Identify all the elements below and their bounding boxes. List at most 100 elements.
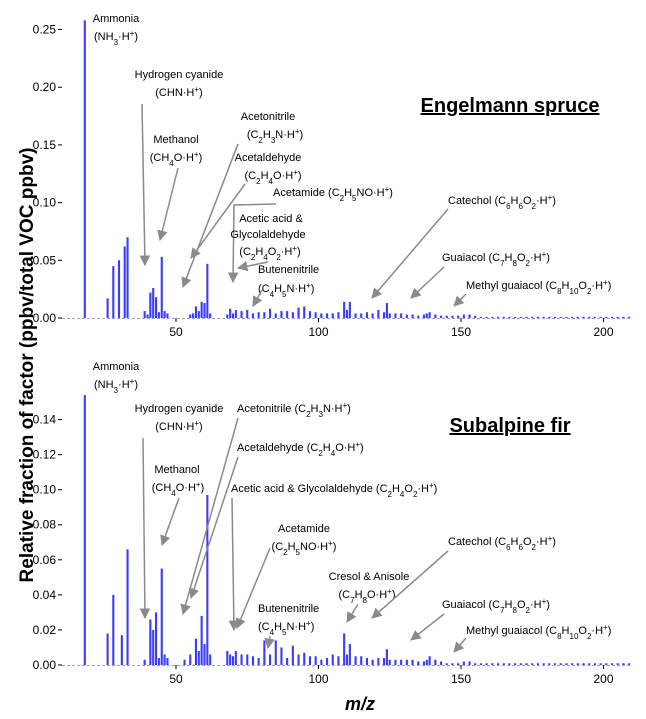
panel-title: Engelmann spruce [421, 95, 600, 117]
bar-mz-123 [383, 657, 386, 665]
annotation-line: (NH3·H+) [94, 29, 138, 47]
bar-mz-209 [628, 316, 631, 318]
annotation-line: Methanol [153, 134, 198, 146]
x-tick-label: 50 [169, 325, 183, 339]
annotation: Cresol & Anisole (C7H8O·H+) [329, 571, 410, 623]
bar-mz-117 [365, 657, 368, 665]
annotation-line: (C2H4O·H+) [245, 168, 302, 186]
annotation-arrow [264, 635, 275, 650]
bar-mz-123 [383, 312, 386, 318]
y-tick-label: 0.08 [33, 518, 57, 532]
bar-mz-119 [371, 313, 374, 318]
bar-mz-175 [531, 663, 534, 665]
bar-mz-105 [331, 313, 334, 318]
bar-mz-62 [209, 313, 212, 318]
bar-mz-46 [163, 654, 166, 665]
bar-mz-124 [385, 303, 388, 318]
bar-mz-179 [542, 316, 545, 318]
annotation: Guaiacol (C7H8O2·H+) [410, 250, 550, 299]
bar-mz-157 [479, 316, 482, 318]
bar-mz-62 [209, 654, 212, 665]
bar-mz-81 [263, 640, 266, 665]
bar-mz-18 [83, 20, 86, 319]
bar-mz-55 [189, 654, 192, 665]
bar-mz-60 [203, 643, 206, 665]
bar-mz-163 [497, 663, 500, 665]
y-tick-label: 0.15 [33, 138, 57, 152]
bar-mz-125 [388, 659, 391, 665]
annotation-line: Acetamide [278, 523, 330, 535]
annotation: Catechol (C6H6O2·H+) [371, 534, 556, 619]
bar-mz-173 [525, 663, 528, 665]
annotation: Acetic acid & Glycolaldehyde (C2H4O2·H+) [228, 481, 437, 632]
bar-mz-68 [226, 314, 229, 318]
annotation: Acetamide (C2H5NO·H+) [227, 185, 393, 284]
bar-mz-167 [508, 316, 511, 318]
annotation-line: Hydrogen cyanide [135, 403, 224, 415]
bar-mz-181 [548, 663, 551, 665]
y-tick-label: 0.02 [33, 623, 57, 637]
bar-mz-103 [326, 313, 329, 318]
bar-mz-73 [240, 311, 243, 318]
bar-mz-191 [576, 663, 579, 665]
bar-mz-137 [422, 314, 425, 318]
annotation-line: (C2H3N·H+) [247, 127, 303, 145]
annotation-line: Methyl guaiacol (C8H10O2·H+) [466, 278, 611, 296]
annotation-arrow [189, 456, 239, 599]
y-axis-label: Relative fraction of factor (ppbv/total … [17, 148, 38, 583]
bar-mz-115 [360, 656, 363, 665]
bar-mz-177 [536, 663, 539, 665]
bar-mz-77 [251, 656, 254, 665]
annotation: Methanol (CH4O·H+) [150, 134, 202, 242]
bar-mz-58 [197, 311, 200, 318]
bar-mz-93 [297, 654, 300, 665]
x-tick-label: 100 [308, 672, 328, 686]
bar-mz-110 [345, 309, 349, 318]
bar-mz-87 [280, 647, 283, 665]
annotation-line: Guaiacol (C7H8O2·H+) [442, 597, 550, 615]
bar-mz-45 [160, 256, 163, 318]
x-tick-label: 150 [451, 672, 471, 686]
bar-mz-145 [445, 315, 448, 318]
bar-mz-39 [143, 311, 146, 318]
annotation-line: Cresol & Anisole [329, 571, 410, 583]
annotation-line: (C4H5N·H+) [258, 281, 314, 299]
bar-mz-175 [531, 316, 534, 318]
bar-mz-53 [183, 659, 186, 665]
bar-mz-89 [286, 657, 289, 665]
bar-mz-31 [120, 635, 123, 665]
annotation-line: Acetamide (C2H5NO·H+) [273, 185, 393, 203]
annotation: Catechol (C6H6O2·H+) [371, 193, 556, 299]
annotation-arrow [139, 437, 151, 620]
annotation-line: Butenenitrile [258, 603, 319, 615]
bar-mz-127 [394, 659, 397, 665]
annotation-arrow [453, 293, 467, 307]
bar-mz-131 [405, 314, 408, 318]
bar-mz-161 [491, 316, 494, 318]
bar-mz-109 [343, 301, 346, 318]
bar-mz-83 [269, 654, 272, 665]
bar-mz-201 [605, 663, 608, 665]
bar-mz-197 [593, 316, 596, 318]
x-tick-label: 100 [308, 325, 328, 339]
annotation-line: Acetic acid & [239, 213, 303, 225]
bar-mz-26 [106, 298, 109, 318]
annotation-line: Glycolaldehyde [230, 229, 305, 241]
annotation-arrow [235, 547, 271, 629]
bar-mz-203 [611, 316, 614, 318]
annotation-line: Ammonia [93, 13, 140, 25]
x-axis-label: m/z [345, 694, 375, 714]
bar-mz-103 [326, 657, 329, 665]
annotation-arrow [252, 289, 263, 307]
annotation-line: Ammonia [93, 361, 140, 373]
annotation-arrow [410, 613, 445, 641]
y-tick-label: 0.06 [33, 553, 57, 567]
bar-mz-147 [451, 663, 454, 665]
annotation-line: (NH3·H+) [94, 377, 138, 395]
annotation-arrow [371, 208, 449, 299]
bar-mz-71 [234, 650, 237, 665]
bar-mz-39 [143, 659, 146, 665]
bar-mz-138 [425, 313, 428, 318]
annotation-arrow [453, 637, 467, 653]
bar-mz-171 [519, 663, 522, 665]
